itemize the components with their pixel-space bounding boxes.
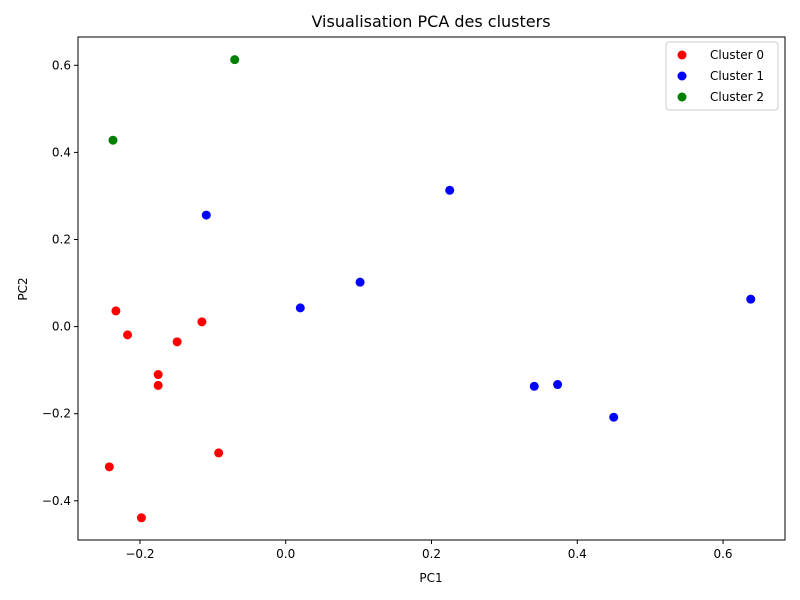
cluster-1-point (295, 303, 305, 313)
cluster-0-point (111, 306, 121, 316)
y-tick-label: 0.4 (52, 145, 71, 159)
x-axis: −0.2 0.0 0.2 0.4 0.6 (125, 540, 733, 561)
cluster-2-point (108, 135, 118, 145)
cluster-1-point (609, 412, 619, 422)
legend-marker (677, 50, 687, 60)
cluster-0-point (136, 513, 146, 523)
y-tick-label: 0.6 (52, 58, 71, 72)
legend: Cluster 0 Cluster 1 Cluster 2 (665, 41, 779, 111)
cluster-2-point (230, 55, 240, 65)
x-tick-label: −0.2 (125, 547, 154, 561)
x-tick-label: 0.0 (276, 547, 295, 561)
cluster-0-point (153, 380, 163, 390)
cluster-0-point (104, 462, 114, 472)
cluster-0-point (153, 370, 163, 380)
y-tick-label: 0.2 (52, 233, 71, 247)
y-axis: −0.4 −0.2 0.0 0.2 0.4 0.6 (42, 58, 78, 508)
cluster-0-point (172, 337, 182, 347)
plot-area (104, 55, 756, 523)
y-tick-label: 0.0 (52, 320, 71, 334)
cluster-0-point (214, 448, 224, 458)
cluster-1-point (553, 380, 563, 390)
x-axis-label: PC1 (419, 571, 442, 585)
cluster-1-point (746, 294, 756, 304)
cluster-0-point (123, 330, 133, 340)
legend-marker (677, 92, 687, 102)
chart-title: Visualisation PCA des clusters (311, 12, 550, 31)
y-axis-label: PC2 (16, 277, 30, 300)
legend-entry-cluster-0: Cluster 0 (710, 48, 764, 62)
y-tick-label: −0.2 (42, 407, 71, 421)
cluster-0-point (197, 317, 207, 327)
cluster-1-point (355, 277, 365, 287)
legend-box (665, 41, 779, 111)
x-tick-label: 0.6 (713, 547, 732, 561)
x-tick-label: 0.2 (422, 547, 441, 561)
legend-entry-cluster-2: Cluster 2 (710, 90, 764, 104)
cluster-1-point (201, 210, 211, 220)
cluster-1-point (445, 185, 455, 195)
legend-entry-cluster-1: Cluster 1 (710, 69, 764, 83)
legend-marker (677, 71, 687, 81)
plot-frame (77, 36, 786, 541)
x-tick-label: 0.4 (568, 547, 587, 561)
cluster-1-point (529, 381, 539, 391)
y-tick-label: −0.4 (42, 494, 71, 508)
